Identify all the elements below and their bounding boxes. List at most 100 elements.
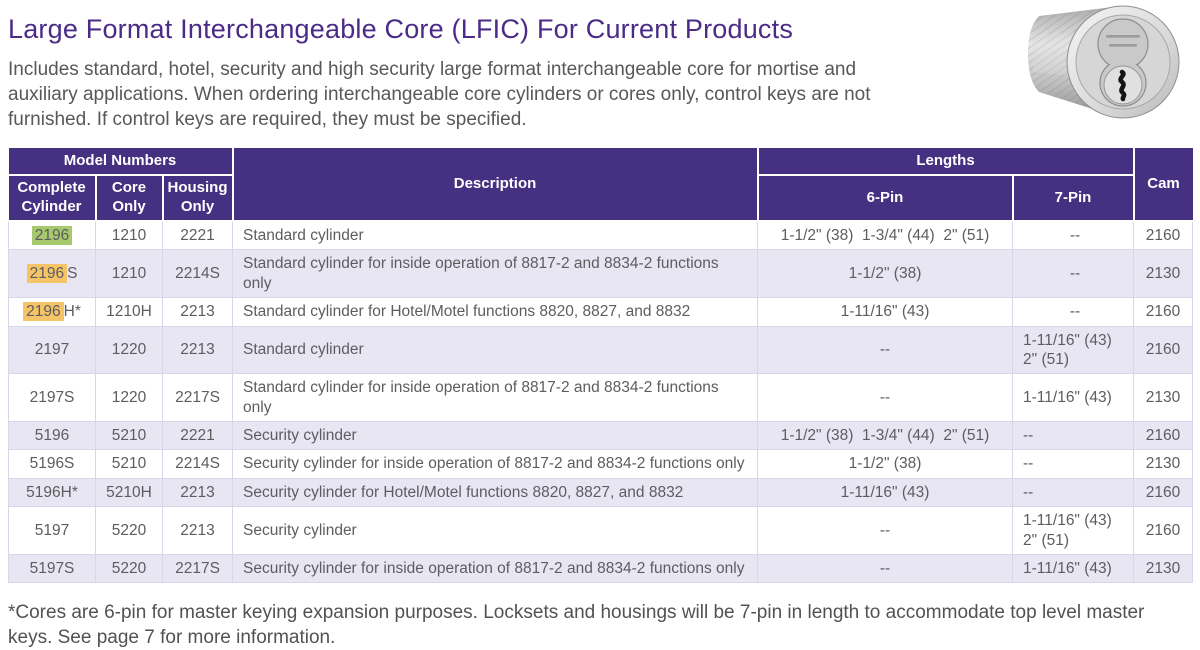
catalog-page: Large Format Interchangeable Core (LFIC)…	[8, 5, 1194, 648]
cell-housing-only: 2213	[162, 297, 234, 327]
model-highlight: 2196	[26, 264, 68, 284]
cell-cam: 2160	[1133, 478, 1194, 508]
cell-7pin: --	[1012, 221, 1135, 251]
cell-7pin: 1-11/16" (43) 2" (51)	[1012, 326, 1135, 375]
cell-6pin: --	[757, 373, 1014, 422]
cell-cam: 2160	[1133, 297, 1194, 327]
cell-core-only: 1220	[95, 326, 163, 375]
model-highlight: 2196	[23, 302, 64, 322]
cell-complete-cylinder: 2196 S	[8, 249, 96, 299]
cell-core-only: 5220	[95, 554, 163, 584]
cell-7pin: 1-11/16" (43)	[1012, 373, 1135, 422]
table-row: 2197S 1220 2217S Standard cylinder for insi…	[8, 373, 1194, 422]
cell-cam: 2160	[1133, 421, 1194, 451]
cell-description: Standard cylinder	[232, 221, 759, 251]
cylinder-face	[1066, 5, 1180, 119]
cell-core-only: 5220	[95, 506, 163, 555]
cell-description: Standard cylinder for Hotel/Motel functi…	[232, 297, 759, 327]
cell-6pin: 1-1/2" (38)	[757, 449, 1014, 479]
cell-7pin: 1-11/16" (43) 2" (51)	[1012, 506, 1135, 555]
cell-core-only: 1210H	[95, 297, 163, 327]
cell-housing-only: 2221	[162, 221, 234, 251]
table-row: 5196 5210 2221 Security cylinder 1-1/2" (38)…	[8, 421, 1194, 451]
cylinder-face-engraving	[1106, 35, 1140, 38]
cell-complete-cylinder: 2196	[8, 221, 96, 251]
table-row: 5196S 5210 2214S Security cylinder for insi…	[8, 449, 1194, 479]
cell-core-only: 1220	[95, 373, 163, 422]
cell-7pin: 1-11/16" (43)	[1012, 554, 1135, 584]
cell-complete-cylinder: 5197	[8, 506, 96, 555]
cell-housing-only: 2213	[162, 478, 234, 508]
col-header-7pin: 7-Pin	[1012, 175, 1135, 222]
model-highlight: 2196	[31, 226, 73, 245]
cylinder-face-engraving	[1109, 44, 1137, 47]
cell-7pin: --	[1012, 478, 1135, 508]
cell-core-only: 5210H	[95, 478, 163, 508]
col-header-6pin: 6-Pin	[757, 175, 1014, 222]
cell-description: Security cylinder for inside operation o…	[232, 449, 759, 479]
cell-description: Standard cylinder for inside operation o…	[232, 249, 759, 299]
cell-complete-cylinder: 5197S	[8, 554, 96, 584]
figure-8-core	[1097, 18, 1149, 107]
cell-6pin: 1-1/2" (38) 1-3/4" (44) 2" (51)	[757, 221, 1014, 251]
table-header: Model Numbers Description Lengths Cam Co…	[8, 148, 1193, 222]
cell-cam: 2160	[1133, 221, 1194, 251]
table-row: 2196 1210 2221 Standard cylinder 1-1/2" (38)…	[8, 221, 1194, 251]
cell-cam: 2160	[1133, 326, 1194, 375]
table-body: 2196 1210 2221 Standard cylinder 1-1/2" (38)…	[8, 221, 1194, 584]
intro-text: Includes standard, hotel, security and h…	[8, 59, 871, 130]
cell-core-only: 1210	[95, 221, 163, 251]
col-group-model-numbers: Model Numbers	[8, 148, 234, 176]
col-header-housing-only: Housing Only	[162, 175, 234, 222]
cell-description: Security cylinder for inside operation o…	[232, 554, 759, 584]
cell-housing-only: 2214S	[162, 449, 234, 479]
cell-cam: 2130	[1133, 449, 1194, 479]
cell-description: Security cylinder for Hotel/Motel functi…	[232, 478, 759, 508]
lfic-spec-table: Model Numbers Description Lengths Cam Co…	[8, 148, 1194, 584]
cell-description: Security cylinder	[232, 421, 759, 451]
table-row: 2196 S 1210 2214S Standard cylinder for insi…	[8, 249, 1194, 299]
cell-6pin: 1-1/2" (38) 1-3/4" (44) 2" (51)	[757, 421, 1014, 451]
cell-6pin: --	[757, 506, 1014, 555]
cell-cam: 2130	[1133, 554, 1194, 584]
cell-cam: 2160	[1133, 506, 1194, 555]
footnote-text: *Cores are 6-pin for master keying expan…	[8, 602, 1145, 649]
cell-6pin: --	[757, 326, 1014, 375]
cell-complete-cylinder: 5196	[8, 421, 96, 451]
cell-core-only: 5210	[95, 449, 163, 479]
cell-6pin: 1-1/2" (38)	[757, 249, 1014, 299]
cell-housing-only: 2217S	[162, 554, 234, 584]
table-row: 5196H* 5210H 2213 Security cylinder for Hot…	[8, 478, 1194, 508]
col-header-description: Description	[232, 148, 759, 222]
lfic-cylinder-image	[1028, 5, 1180, 119]
cell-6pin: 1-11/16" (43)	[757, 297, 1014, 327]
cell-complete-cylinder: 2196 H*	[8, 297, 96, 327]
table-row: 5197S 5220 2217S Security cylinder for insi…	[8, 554, 1194, 584]
cell-complete-cylinder: 2197S	[8, 373, 96, 422]
cell-housing-only: 2213	[162, 506, 234, 555]
cell-description: Standard cylinder for inside operation o…	[232, 373, 759, 422]
cell-7pin: --	[1012, 449, 1135, 479]
cell-housing-only: 2217S	[162, 373, 234, 422]
cell-cam: 2130	[1133, 249, 1194, 299]
cell-complete-cylinder: 5196H*	[8, 478, 96, 508]
col-header-core-only: Core Only	[95, 175, 164, 222]
cell-housing-only: 2213	[162, 326, 234, 375]
cell-housing-only: 2221	[162, 421, 234, 451]
cell-cam: 2130	[1133, 373, 1194, 422]
cell-6pin: --	[757, 554, 1014, 584]
cell-description: Standard cylinder	[232, 326, 759, 375]
cell-7pin: --	[1012, 249, 1135, 299]
page-title: Large Format Interchangeable Core (LFIC)…	[8, 14, 794, 44]
col-group-lengths: Lengths	[757, 148, 1135, 176]
col-header-complete-cylinder: Complete Cylinder	[8, 175, 97, 222]
cell-complete-cylinder: 5196S	[8, 449, 96, 479]
table-row: 2196 H* 1210H 2213 Standard cylinder for Hot…	[8, 297, 1194, 327]
col-header-cam: Cam	[1133, 148, 1193, 222]
table-row: 2197 1220 2213 Standard cylinder -- 1-11/16" …	[8, 326, 1194, 375]
cell-core-only: 5210	[95, 421, 163, 451]
cell-7pin: --	[1012, 297, 1135, 327]
cell-complete-cylinder: 2197	[8, 326, 96, 375]
cell-7pin: --	[1012, 421, 1135, 451]
cell-6pin: 1-11/16" (43)	[757, 478, 1014, 508]
